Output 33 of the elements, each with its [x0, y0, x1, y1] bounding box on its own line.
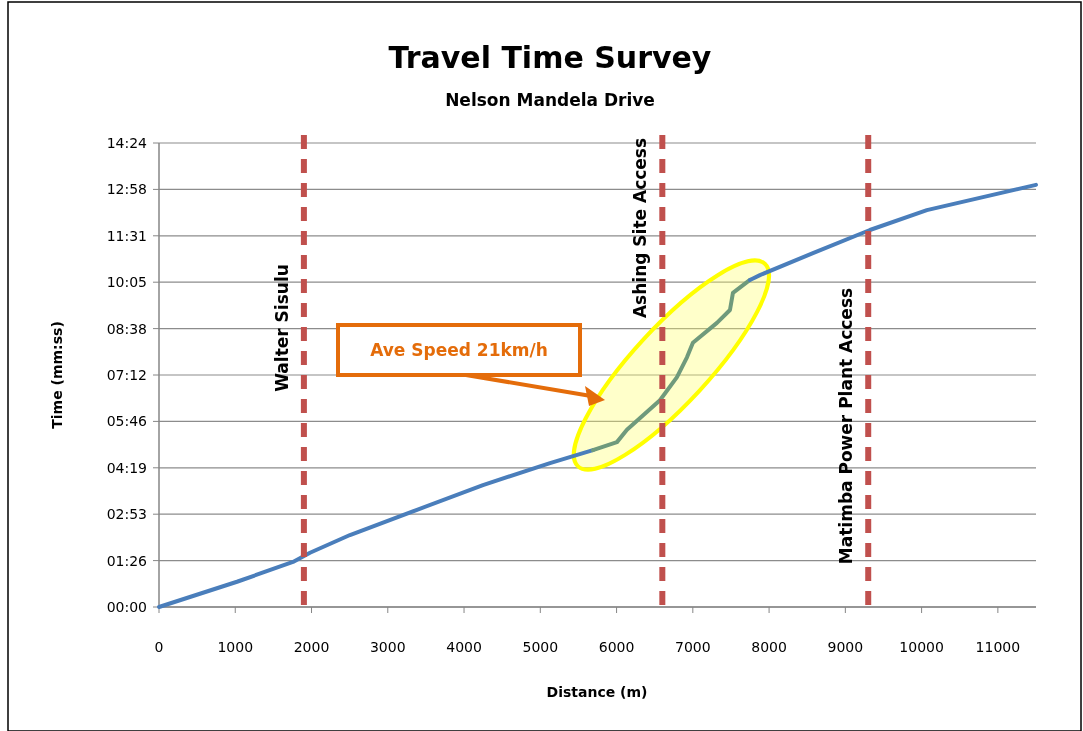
- x-tick-label: 3000: [369, 639, 406, 655]
- x-tick-label: 0: [154, 639, 164, 655]
- y-tick-label: 04:19: [106, 459, 147, 476]
- y-tick-label: 08:38: [106, 320, 147, 337]
- y-tick-label: 12:58: [106, 181, 147, 198]
- x-tick-label: 10000: [899, 639, 944, 655]
- x-tick-label: 8000: [751, 639, 787, 655]
- y-axis-title: Time (mm:ss): [49, 321, 65, 429]
- annotation: Ave Speed 21km/h: [370, 339, 548, 360]
- x-tick-label: 7000: [675, 639, 711, 655]
- ref-line-label: Ashing Site Access: [630, 137, 651, 319]
- x-tick-label: 6000: [598, 639, 635, 655]
- x-tick-label: 4000: [446, 639, 482, 655]
- y-tick-label: 14:24: [106, 134, 148, 151]
- x-tick-label: 11000: [975, 639, 1021, 655]
- x-axis-title: Distance (m): [546, 684, 648, 700]
- chart-subtitle: Nelson Mandela Drive: [445, 90, 655, 110]
- y-tick-label: 07:12: [106, 366, 147, 383]
- x-tick-label: 2000: [293, 639, 330, 655]
- chart-title: Travel Time Survey: [388, 40, 712, 75]
- y-tick-label: 05:46: [106, 413, 148, 430]
- ref-line-label: Walter Sisulu: [271, 264, 292, 392]
- x-tick-label: 9000: [827, 639, 864, 655]
- y-tick-label: 02:53: [106, 506, 147, 523]
- y-tick-label: 00:00: [106, 598, 147, 615]
- line-series: [747, 182, 1038, 282]
- x-tick-label: 1000: [217, 639, 254, 655]
- y-tick-label: 10:05: [106, 274, 147, 291]
- y-tick-label: 11:31: [106, 227, 147, 244]
- y-tick-label: 01:26: [106, 552, 148, 569]
- x-tick-label: 5000: [522, 639, 559, 655]
- line-series: [157, 448, 595, 609]
- ref-line-label: Matimba Power Plant Access: [836, 287, 857, 565]
